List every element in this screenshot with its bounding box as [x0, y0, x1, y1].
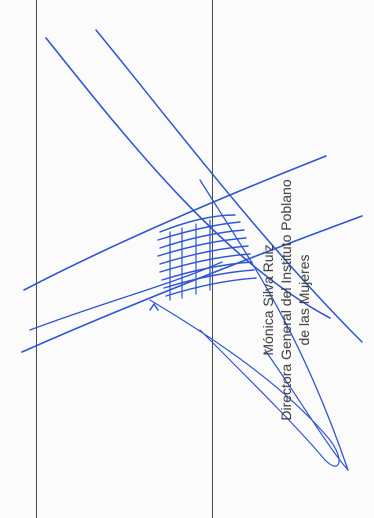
- signatory-title-line-2: de las Mujeres: [296, 254, 312, 346]
- signatory-caption: Mónica Silva Ruiz Directora General del …: [259, 179, 313, 420]
- signatory-name: Mónica Silva Ruiz: [260, 244, 276, 356]
- vertical-rule-left: [36, 0, 37, 518]
- signatory-title-line-1: Directora General del Instituto Poblano: [278, 179, 294, 421]
